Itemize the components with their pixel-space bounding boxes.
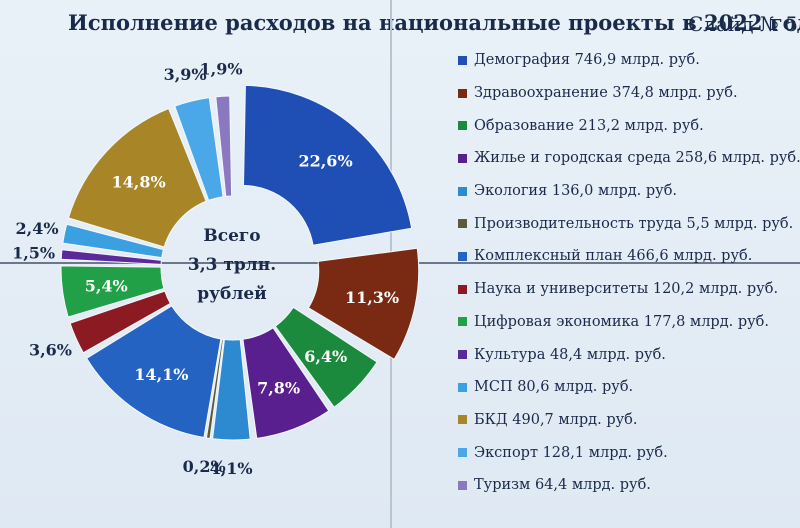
legend-swatch-13 (458, 448, 467, 458)
legend-item-4: Жилье и городская среда 258,6 млрд. руб. (458, 142, 800, 175)
legend-label-14: Туризм 64,4 млрд. руб. (474, 477, 651, 494)
legend-swatch-7 (458, 251, 467, 261)
legend-swatch-3 (458, 121, 467, 131)
legend-swatch-5 (458, 186, 467, 196)
legend: Демография 746,9 млрд. руб. Здравоохранен… (458, 44, 800, 502)
slice-label-11: 2,4% (16, 219, 59, 238)
legend-label-6: Производительность труда 5,5 млрд. руб. (474, 215, 794, 232)
legend-item-11: МСП 80,6 млрд. руб. (458, 371, 798, 404)
slice-label-13: 3,9% (164, 65, 207, 84)
pie-slice-7 (85, 305, 222, 439)
slice-label-1: 22,6% (298, 151, 352, 170)
legend-label-5: Экология 136,0 млрд. руб. (474, 183, 678, 200)
pie-slice-5 (212, 338, 251, 441)
pie-slice-1 (242, 84, 413, 246)
legend-label-4: Жилье и городская среда 258,6 млрд. руб. (474, 150, 800, 167)
legend-item-5: Экология 136,0 млрд. руб. (458, 175, 798, 208)
legend-swatch-8 (458, 284, 467, 294)
pie-slice-9 (60, 265, 165, 318)
slice-label-9: 5,4% (85, 277, 128, 296)
legend-item-14: Туризм 64,4 млрд. руб. (458, 469, 798, 502)
legend-item-9: Цифровая экономика 177,8 млрд. руб. (458, 306, 798, 339)
pie-slice-6 (205, 338, 224, 440)
slide-number: Слайд № 5 (688, 12, 798, 36)
pie-slice-11 (62, 223, 164, 259)
legend-item-13: Экспорт 128,1 млрд. руб. (458, 436, 798, 469)
slice-label-14: 1,9% (200, 59, 243, 78)
legend-item-12: БКД 490,7 млрд. руб. (458, 404, 798, 437)
legend-item-6: Производительность труда 5,5 млрд. руб. (458, 207, 798, 240)
slice-label-4: 7,8% (257, 379, 300, 398)
pie-slice-8 (69, 290, 172, 354)
slice-label-8: 3,6% (29, 341, 72, 360)
legend-swatch-1 (458, 55, 467, 65)
legend-label-13: Экспорт 128,1 млрд. руб. (474, 444, 668, 461)
pie-slice-3 (274, 306, 378, 408)
legend-swatch-10 (458, 350, 467, 360)
total-label: Всего 3,3 трлн. рублей (172, 222, 292, 309)
legend-label-11: МСП 80,6 млрд. руб. (474, 379, 634, 396)
legend-label-2: Здравоохранение 374,8 млрд. руб. (474, 85, 738, 102)
legend-label-12: БКД 490,7 млрд. руб. (474, 411, 638, 428)
legend-swatch-12 (458, 415, 467, 425)
legend-swatch-6 (458, 219, 467, 229)
slice-label-3: 6,4% (304, 347, 347, 366)
legend-swatch-14 (458, 480, 467, 490)
legend-item-2: Здравоохранение 374,8 млрд. руб. (458, 77, 798, 110)
pie-slice-2 (307, 247, 420, 360)
legend-swatch-9 (458, 317, 467, 327)
pie-slice-10 (60, 249, 162, 265)
legend-label-1: Демография 746,9 млрд. руб. (474, 52, 700, 69)
slice-label-5: 4,1% (210, 459, 253, 478)
pie-slice-14 (215, 95, 233, 197)
legend-label-8: Наука и университеты 120,2 млрд. руб. (474, 281, 779, 298)
legend-swatch-2 (458, 88, 467, 98)
pie-slice-12 (67, 107, 207, 248)
legend-label-10: Культура 48,4 млрд. руб. (474, 346, 666, 363)
legend-item-1: Демография 746,9 млрд. руб. (458, 44, 798, 77)
legend-item-7: Комплексный план 466,6 млрд. руб. (458, 240, 798, 273)
legend-item-8: Наука и университеты 120,2 млрд. руб. (458, 273, 798, 306)
legend-label-7: Комплексный план 466,6 млрд. руб. (474, 248, 753, 265)
slice-label-12: 14,8% (112, 173, 166, 192)
legend-item-3: Образование 213,2 млрд. руб. (458, 109, 798, 142)
legend-swatch-4 (458, 153, 467, 163)
chart-title: Исполнение расходов на национальные прое… (68, 10, 800, 35)
pie-slice-4 (242, 327, 330, 439)
legend-swatch-11 (458, 382, 467, 392)
pie-slice-13 (174, 97, 224, 201)
total-label-line1: Всего (203, 226, 261, 246)
total-label-line3: рублей (197, 284, 267, 304)
legend-item-10: Культура 48,4 млрд. руб. (458, 338, 798, 371)
total-label-line2: 3,3 трлн. (187, 255, 277, 275)
slice-label-2: 11,3% (345, 288, 399, 307)
slice-label-10: 1,5% (12, 243, 55, 262)
slice-label-6: 0,2% (183, 457, 226, 476)
legend-label-3: Образование 213,2 млрд. руб. (474, 117, 704, 134)
slice-label-7: 14,1% (134, 365, 188, 384)
legend-label-9: Цифровая экономика 177,8 млрд. руб. (474, 313, 769, 330)
